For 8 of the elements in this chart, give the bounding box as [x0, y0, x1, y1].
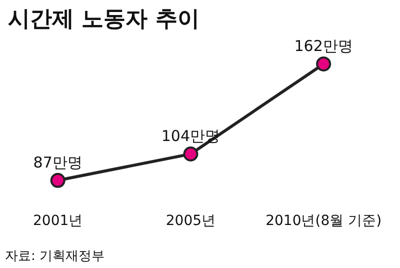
chart-title: 시간제 노동자 추이: [8, 7, 200, 32]
x-tick-label: 2001년: [33, 213, 83, 229]
data-label: 87만명: [33, 154, 82, 172]
x-tick-label: 2010년(8월 기준): [266, 213, 382, 229]
x-tick-label: 2005년: [166, 213, 216, 229]
data-label: 162만명: [294, 37, 353, 56]
text: 자료: 기획재정부: [5, 249, 105, 264]
data-label: 104만명: [161, 127, 220, 146]
